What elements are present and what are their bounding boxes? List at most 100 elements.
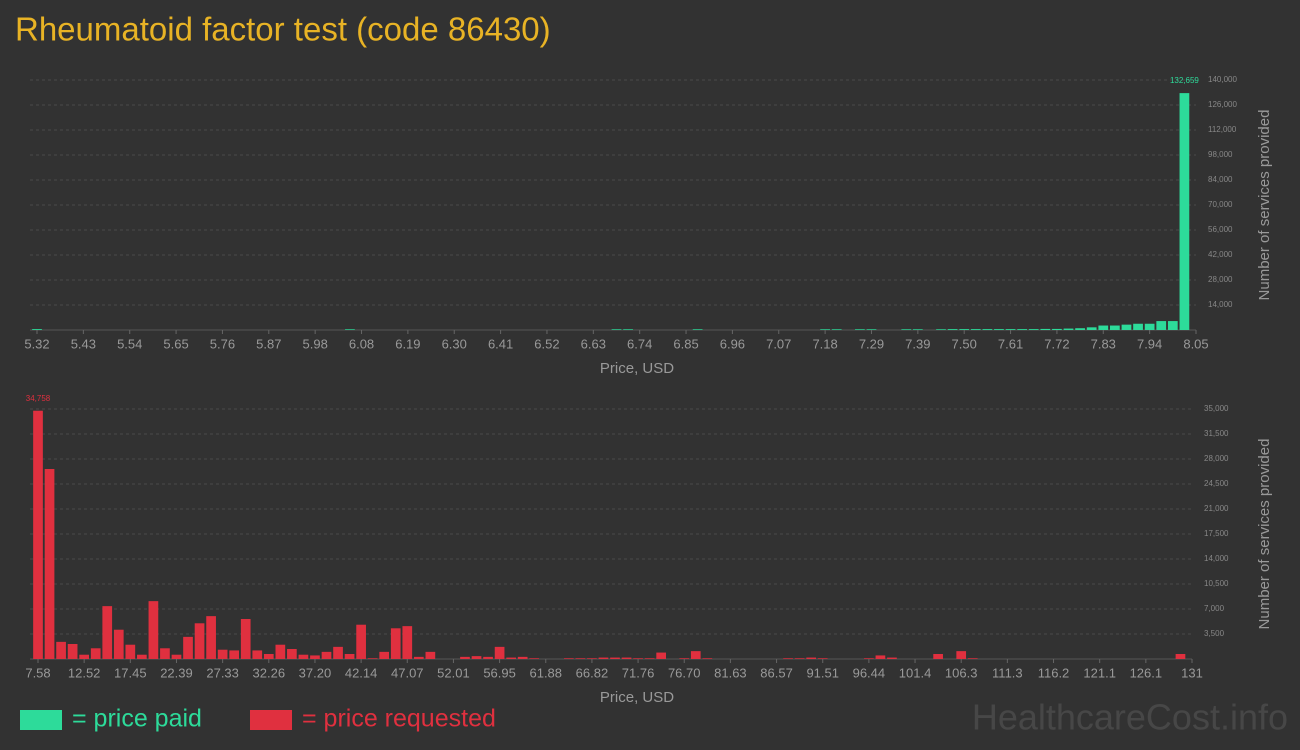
bar <box>692 329 703 330</box>
x-tick-label: 106.3 <box>945 665 978 680</box>
x-tick-label: 6.30 <box>442 336 467 351</box>
bar <box>1167 321 1178 330</box>
x-tick-label: 17.45 <box>114 665 147 680</box>
bar <box>483 656 493 659</box>
bar <box>194 623 205 659</box>
x-tick-label: 116.2 <box>1038 665 1070 680</box>
x-tick-label: 42.14 <box>345 665 378 680</box>
bar <box>1110 325 1120 330</box>
value-label: 132,659 <box>1170 76 1199 85</box>
bar <box>831 329 842 330</box>
bar <box>1156 321 1167 330</box>
bar <box>887 657 897 659</box>
bar <box>402 626 413 659</box>
bar <box>321 651 332 659</box>
bar <box>611 329 622 330</box>
y-tick-label: 140,000 <box>1208 75 1237 84</box>
x-tick-label: 7.29 <box>859 336 884 351</box>
bar <box>113 629 124 659</box>
x-tick-label: 5.76 <box>210 336 235 351</box>
x-tick-label: 5.65 <box>163 336 188 351</box>
x-tick-label: 7.18 <box>812 336 837 351</box>
y-tick-label: 126,000 <box>1208 100 1237 109</box>
x-tick-label: 86.57 <box>760 665 793 680</box>
x-tick-label: 131 <box>1181 665 1203 680</box>
x-tick-label: 27.33 <box>206 665 239 680</box>
bar <box>252 650 263 659</box>
bar <box>471 656 482 659</box>
bar <box>1017 329 1028 330</box>
x-tick-label: 5.87 <box>256 336 281 351</box>
x-tick-label: 76.70 <box>668 665 701 680</box>
bar <box>56 641 66 659</box>
bar <box>912 329 923 330</box>
x-tick-label: 7.72 <box>1044 336 1069 351</box>
bar <box>32 329 42 330</box>
bar <box>390 628 401 659</box>
bar <box>171 654 182 659</box>
bar <box>959 329 970 330</box>
x-axis-title: Price, USD <box>600 360 674 377</box>
watermark: HealthcareCost.info <box>972 697 1288 738</box>
x-tick-label: 5.98 <box>303 336 328 351</box>
x-tick-label: 6.74 <box>627 336 652 351</box>
bar <box>67 644 78 659</box>
bar <box>806 657 817 659</box>
bar <box>506 657 516 659</box>
x-tick-label: 6.52 <box>534 336 559 351</box>
x-tick-label: 6.19 <box>395 336 420 351</box>
bar <box>901 329 912 330</box>
bar <box>1175 654 1186 659</box>
x-tick-label: 5.32 <box>24 336 49 351</box>
x-tick-label: 91.51 <box>806 665 839 680</box>
legend-label: = price paid <box>72 705 202 733</box>
bar <box>1121 324 1132 330</box>
bar <box>610 657 620 659</box>
bar <box>160 648 170 659</box>
x-tick-label: 81.63 <box>714 665 747 680</box>
bar <box>1075 328 1085 330</box>
x-tick-label: 121.1 <box>1083 665 1116 680</box>
bar <box>644 658 655 659</box>
legend-swatch <box>20 710 62 730</box>
x-tick-label: 5.43 <box>71 336 96 351</box>
x-tick-label: 7.58 <box>25 665 50 680</box>
y-tick-label: 98,000 <box>1208 150 1233 159</box>
x-tick-label: 7.83 <box>1091 336 1116 351</box>
bar <box>1005 329 1016 330</box>
x-tick-label: 12.52 <box>68 665 101 680</box>
x-tick-label: 7.94 <box>1137 336 1162 351</box>
bar <box>413 656 424 659</box>
bar <box>460 656 470 659</box>
x-tick-label: 6.08 <box>349 336 374 351</box>
x-tick-label: 66.82 <box>576 665 609 680</box>
x-tick-label: 7.50 <box>952 336 977 351</box>
bar <box>820 329 830 330</box>
bar <box>598 657 609 659</box>
bar <box>425 651 436 659</box>
x-tick-label: 56.95 <box>483 665 516 680</box>
bar <box>679 658 690 659</box>
bar <box>794 658 805 659</box>
x-axis-title: Price, USD <box>600 689 674 706</box>
bar <box>1040 328 1051 330</box>
bar <box>1133 323 1143 330</box>
bar <box>229 650 240 659</box>
x-tick-label: 71.76 <box>622 665 655 680</box>
bar <box>529 658 540 659</box>
bar <box>240 619 251 659</box>
bar <box>656 652 667 659</box>
bar <box>621 657 632 659</box>
y-tick-label: 24,500 <box>1204 479 1229 488</box>
bar <box>1179 93 1190 331</box>
y-tick-label: 56,000 <box>1208 225 1233 234</box>
bar <box>817 658 828 659</box>
bar <box>563 658 574 659</box>
bar <box>633 658 643 659</box>
y-tick-label: 10,500 <box>1204 579 1229 588</box>
bar <box>367 658 378 659</box>
x-tick-label: 47.07 <box>391 665 424 680</box>
bar <box>356 624 366 659</box>
bar <box>933 654 943 659</box>
bar <box>1052 328 1062 330</box>
